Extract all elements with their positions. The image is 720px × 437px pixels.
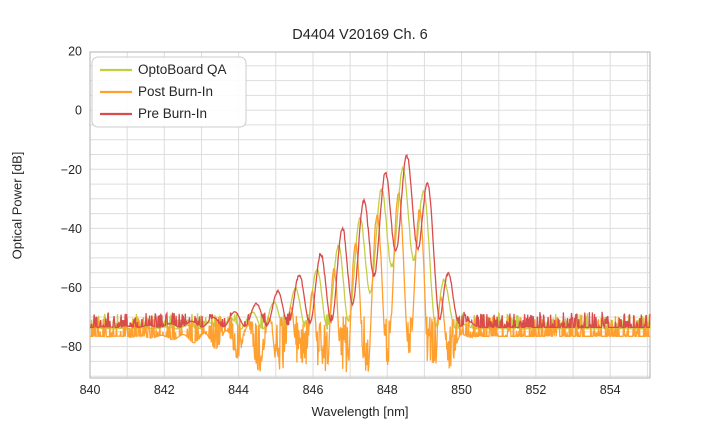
svg-text:−40: −40: [61, 222, 82, 236]
svg-text:−20: −20: [61, 163, 82, 177]
svg-text:−60: −60: [61, 281, 82, 295]
svg-text:840: 840: [80, 383, 101, 397]
svg-text:848: 848: [377, 383, 398, 397]
svg-text:0: 0: [75, 104, 82, 118]
svg-text:842: 842: [154, 383, 175, 397]
svg-text:852: 852: [525, 383, 546, 397]
svg-text:846: 846: [303, 383, 324, 397]
svg-text:Pre Burn-In: Pre Burn-In: [138, 106, 207, 121]
svg-text:−80: −80: [61, 340, 82, 354]
svg-text:Post Burn-In: Post Burn-In: [138, 84, 213, 99]
svg-text:850: 850: [451, 383, 472, 397]
svg-text:854: 854: [600, 383, 621, 397]
svg-text:OptoBoard QA: OptoBoard QA: [138, 62, 227, 77]
svg-text:844: 844: [228, 383, 249, 397]
svg-text:20: 20: [68, 45, 82, 59]
